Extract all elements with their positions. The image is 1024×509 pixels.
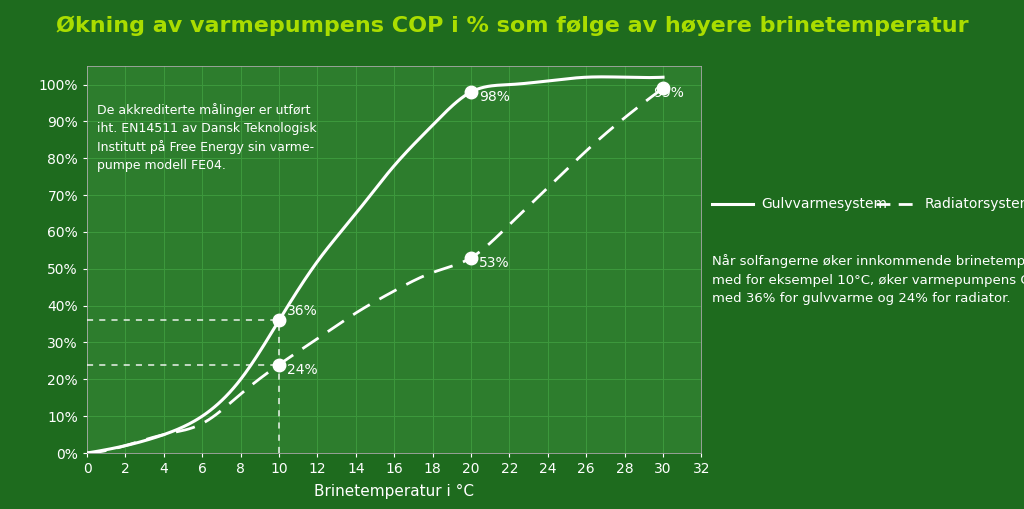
- Text: 53%: 53%: [478, 256, 509, 270]
- Text: De akkrediterte målinger er utført
iht. EN14511 av Dansk Teknologisk
Institutt p: De akkrediterte målinger er utført iht. …: [96, 103, 316, 173]
- Text: 99%: 99%: [653, 87, 684, 100]
- Text: 24%: 24%: [287, 363, 317, 377]
- Text: Når solfangerne øker innkommende brinetemperatur
med for eksempel 10°C, øker var: Når solfangerne øker innkommende brinete…: [712, 254, 1024, 305]
- Text: Økning av varmepumpens COP i % som følge av høyere brinetemperatur: Økning av varmepumpens COP i % som følge…: [55, 15, 969, 36]
- Text: Radiatorsystem: Radiatorsystem: [925, 196, 1024, 211]
- X-axis label: Brinetemperatur i °C: Brinetemperatur i °C: [314, 485, 474, 499]
- Text: 36%: 36%: [287, 304, 317, 318]
- Text: 98%: 98%: [478, 90, 510, 104]
- Text: Gulvvarmesystem: Gulvvarmesystem: [761, 196, 887, 211]
